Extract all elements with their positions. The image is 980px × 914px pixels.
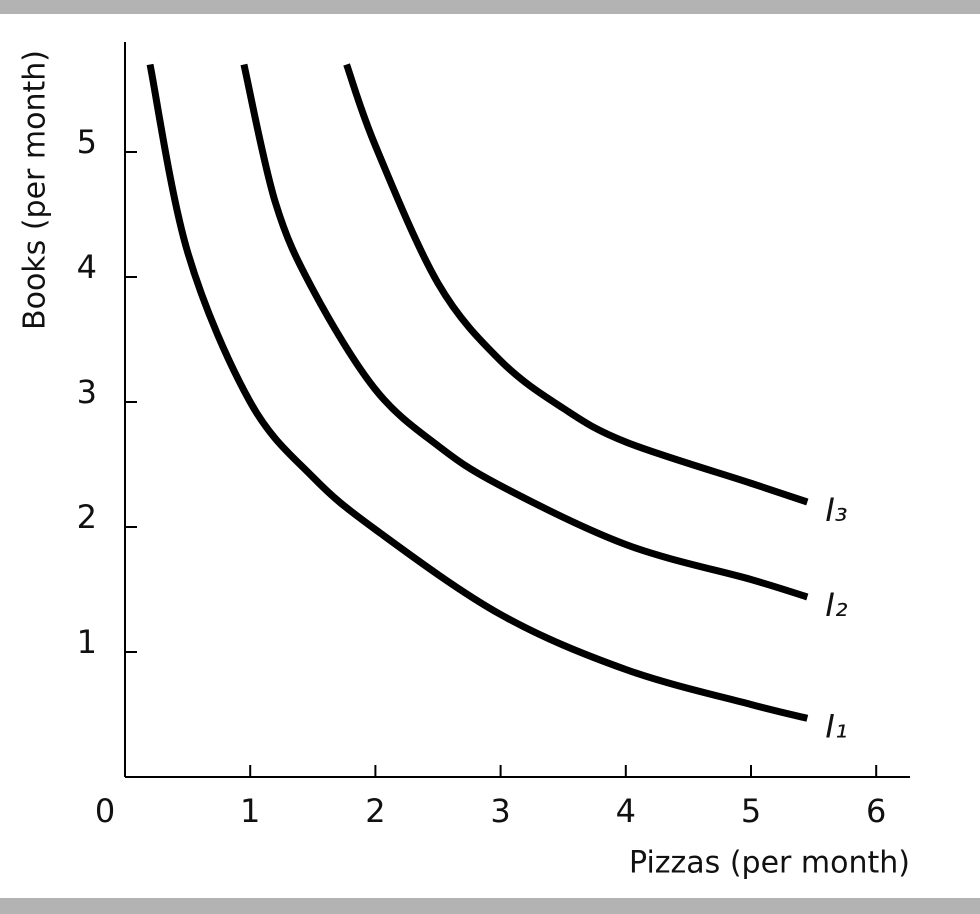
indifference-curve [343, 63, 809, 506]
x-tick-label: 1 [240, 792, 260, 830]
y-tick-label: 3 [77, 373, 97, 411]
curve-label: I₁ [825, 707, 847, 745]
top-band [0, 0, 980, 14]
x-tick-label: 6 [866, 792, 886, 830]
x-tick-label: 5 [741, 792, 761, 830]
y-tick-label: 5 [77, 123, 97, 161]
y-tick-label: 4 [77, 248, 97, 286]
y-tick-label: 1 [77, 623, 97, 661]
bottom-band [0, 898, 980, 914]
y-tick-label: 2 [77, 498, 97, 536]
indifference-curve [240, 63, 809, 601]
curve-label: I₃ [825, 491, 847, 529]
x-tick-label: 2 [365, 792, 385, 830]
y-axis-label: Books (per month) [18, 50, 53, 330]
curve-label: I₂ [825, 586, 847, 624]
indifference-curve [146, 63, 809, 722]
x-tick-label: 4 [616, 792, 636, 830]
x-tick-label: 3 [490, 792, 510, 830]
x-tick-label: 0 [95, 792, 115, 830]
x-axis-label: Pizzas (per month) [629, 846, 910, 881]
